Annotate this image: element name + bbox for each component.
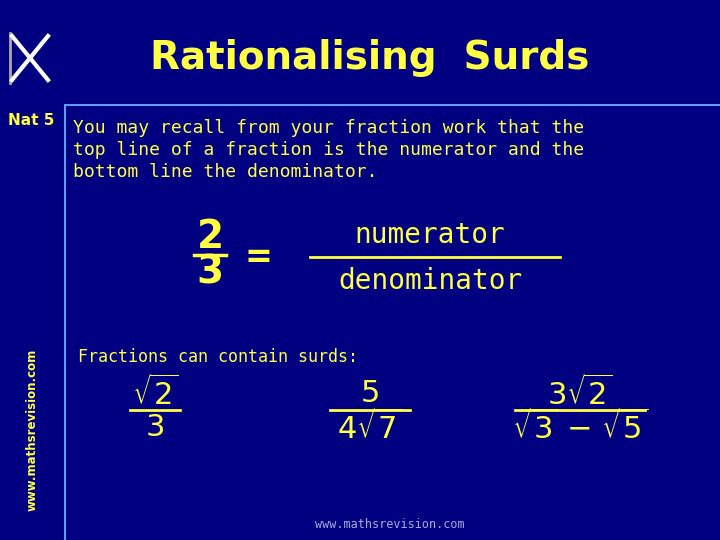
Text: www.mathsrevision.com: www.mathsrevision.com — [25, 349, 38, 511]
Text: www.mathsrevision.com: www.mathsrevision.com — [315, 517, 465, 530]
Text: =: = — [244, 240, 272, 273]
Text: top line of a fraction is the numerator and the: top line of a fraction is the numerator … — [73, 141, 584, 159]
Text: Fractions can contain surds:: Fractions can contain surds: — [78, 348, 358, 366]
Text: 3: 3 — [197, 254, 224, 292]
Text: $\sqrt{2}$: $\sqrt{2}$ — [132, 375, 178, 411]
Text: 5: 5 — [360, 379, 379, 408]
Text: You may recall from your fraction work that the: You may recall from your fraction work t… — [73, 119, 584, 137]
Text: denominator: denominator — [338, 267, 522, 295]
Text: Rationalising  Surds: Rationalising Surds — [150, 39, 590, 77]
Text: 2: 2 — [197, 218, 224, 256]
Text: $\sqrt{3}\ \mathsf{-}\ \sqrt{5}$: $\sqrt{3}\ \mathsf{-}\ \sqrt{5}$ — [512, 409, 648, 445]
Text: $3\sqrt{2}$: $3\sqrt{2}$ — [547, 375, 613, 411]
Text: 3: 3 — [145, 413, 165, 442]
Text: bottom line the denominator.: bottom line the denominator. — [73, 163, 377, 181]
Text: $4\sqrt{7}$: $4\sqrt{7}$ — [337, 409, 403, 445]
Text: numerator: numerator — [355, 221, 505, 249]
Text: Nat 5: Nat 5 — [8, 113, 55, 128]
